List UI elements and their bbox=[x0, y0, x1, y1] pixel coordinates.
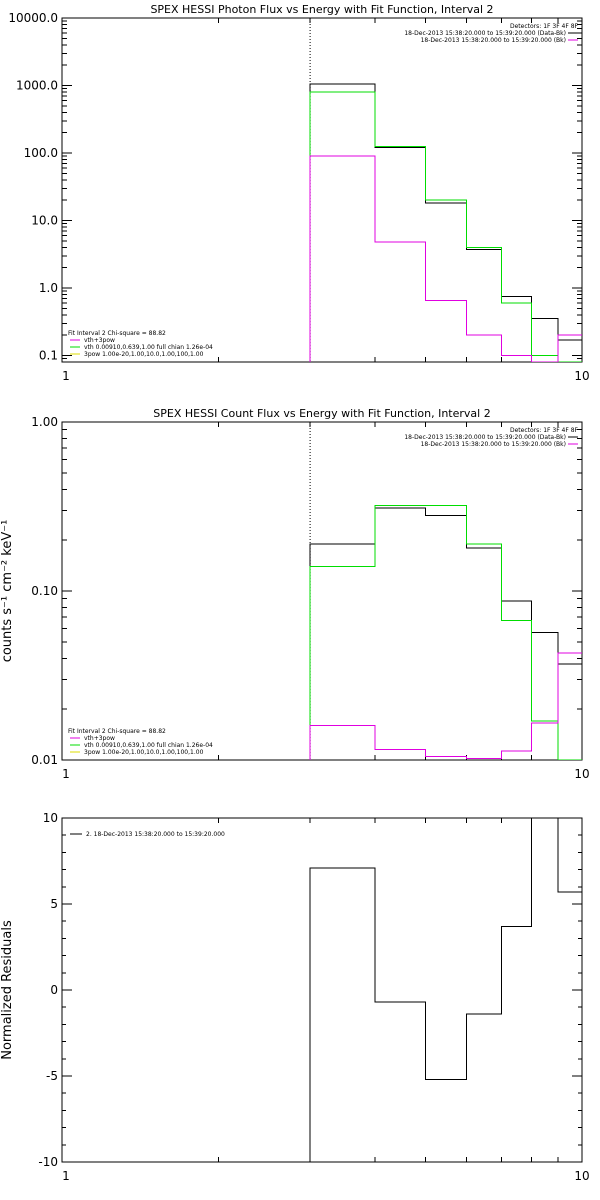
chart-title: SPEX HESSI Photon Flux vs Energy with Fi… bbox=[150, 3, 493, 16]
legend-top-text: 18-Dec-2013 15:38:20.000 to 15:39:20.000… bbox=[421, 441, 566, 448]
y-tick-label: 10 bbox=[43, 811, 58, 825]
y-tick-label: 10.0 bbox=[31, 213, 58, 227]
legend-bottom-text: vth 0.00910,0.639,1.00 full chian 1.26e-… bbox=[84, 742, 213, 749]
y-tick-label: 1000.0 bbox=[16, 78, 58, 92]
series-1-line bbox=[309, 83, 582, 362]
x-tick-label: 10 bbox=[574, 767, 589, 781]
chart-title: SPEX HESSI Count Flux vs Energy with Fit… bbox=[153, 407, 490, 420]
x-tick-label: 1 bbox=[62, 369, 70, 383]
legend-bottom-header: Fit Interval 2 Chi-square = 88.82 bbox=[68, 728, 166, 735]
y-tick-label: 0.01 bbox=[31, 753, 58, 767]
y-tick-label: 1.0 bbox=[39, 281, 58, 295]
series-3-line bbox=[309, 155, 582, 362]
series-2-line bbox=[309, 505, 582, 760]
y-axis-label: Normalized Residuals bbox=[0, 920, 15, 1060]
series-3-line bbox=[309, 652, 582, 760]
chart-panel-2: SPEX HESSI Count Flux vs Energy with Fit… bbox=[0, 407, 590, 781]
legend-top-text: 18-Dec-2013 15:38:20.000 to 15:39:20.000… bbox=[404, 434, 566, 441]
plot-frame bbox=[61, 421, 583, 761]
data-series-group bbox=[309, 83, 582, 362]
series-1-line bbox=[309, 818, 582, 1162]
y-tick-label: -5 bbox=[46, 1069, 58, 1083]
x-tick-label: 1 bbox=[62, 767, 70, 781]
legend-bottom-text: vth 0.00910,0.639,1.00 full chian 1.26e-… bbox=[84, 344, 213, 351]
y-tick-label: 0 bbox=[50, 983, 58, 997]
plot-frame bbox=[61, 17, 583, 363]
legend-top-text: 18-Dec-2013 15:38:20.000 to 15:39:20.000… bbox=[421, 37, 566, 44]
series-2-line bbox=[309, 91, 582, 362]
data-series-group bbox=[309, 818, 582, 1162]
legend-bottom-header: Fit Interval 2 Chi-square = 88.82 bbox=[68, 330, 166, 337]
legend-top-text: Detectors: 1F 3F 4F 8F bbox=[510, 23, 579, 30]
legend-bottom-text: vth+3pow bbox=[84, 337, 115, 344]
chart-panel-3: Normalized Residuals -10 -5 0 5 10 1 10 2. 18-De… bbox=[0, 811, 590, 1183]
x-tick-label: 10 bbox=[574, 369, 589, 383]
legend-bottom-text: 3pow 1.00e-20,1.00,10.0,1.00,100,1.00 bbox=[84, 749, 204, 756]
series-1-line bbox=[309, 507, 582, 760]
legend-bottom-text: vth+3pow bbox=[84, 735, 115, 742]
y-tick-label: -10 bbox=[38, 1155, 58, 1169]
y-tick-label: 5 bbox=[50, 897, 58, 911]
legend-bottom-text: 3pow 1.00e-20,1.00,10.0,1.00,100,1.00 bbox=[84, 351, 204, 358]
y-tick-label: 1.00 bbox=[31, 415, 58, 429]
y-tick-label: 10000.0 bbox=[8, 11, 58, 25]
data-series-group bbox=[309, 505, 582, 760]
legend-top-text: Detectors: 1F 3F 4F 8F bbox=[510, 427, 579, 434]
x-tick-label: 10 bbox=[574, 1169, 589, 1183]
x-tick-label: 1 bbox=[62, 1169, 70, 1183]
chart-panel-1: SPEX HESSI Photon Flux vs Energy with Fi… bbox=[8, 3, 589, 383]
y-tick-label: 100.0 bbox=[24, 146, 58, 160]
legend-text: 2. 18-Dec-2013 15:38:20.000 to 15:39:20.… bbox=[86, 831, 225, 838]
plot-frame bbox=[61, 817, 583, 1163]
legend-top-text: 18-Dec-2013 15:38:20.000 to 15:39:20.000… bbox=[404, 30, 566, 37]
y-tick-label: 0.10 bbox=[31, 584, 58, 598]
y-axis-label: counts s⁻¹ cm⁻² keV⁻¹ bbox=[0, 520, 15, 663]
y-tick-label: 0.1 bbox=[39, 348, 58, 362]
